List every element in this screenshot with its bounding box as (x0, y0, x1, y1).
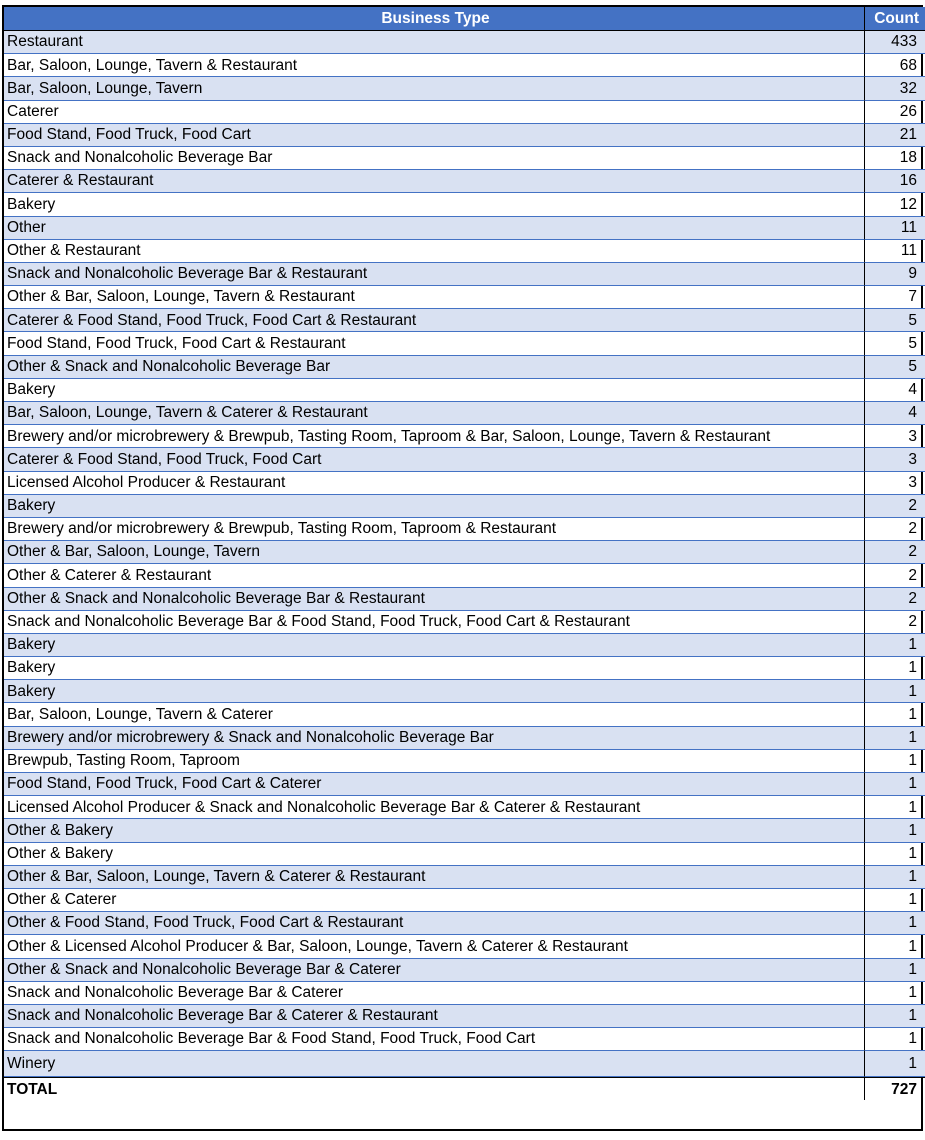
table-cell-count[interactable]: 1 (865, 680, 925, 704)
column-header-business-type[interactable]: Business Type (4, 7, 865, 31)
table-cell-count[interactable]: 1 (865, 865, 925, 889)
table-cell-count[interactable]: 1 (865, 726, 925, 750)
table-cell-count[interactable]: 11 (865, 240, 925, 263)
table-cell-count[interactable]: 1 (865, 935, 925, 959)
table-cell-count[interactable]: 1 (865, 796, 925, 820)
table-cell-count[interactable]: 16 (865, 170, 925, 194)
table-cell-business-type[interactable]: Bakery (4, 633, 865, 658)
table-cell-business-type[interactable]: Bar, Saloon, Lounge, Tavern & Caterer (4, 703, 865, 727)
table-cell-count[interactable]: 5 (865, 309, 925, 333)
table-cell-business-type[interactable]: Snack and Nonalcoholic Beverage Bar & Fo… (4, 610, 865, 634)
table-cell-business-type[interactable]: Licensed Alcohol Producer & Restaurant (4, 471, 865, 495)
table-cell-count[interactable]: 1 (865, 1028, 925, 1052)
table-cell-business-type[interactable]: Bar, Saloon, Lounge, Tavern & Restaurant (4, 54, 865, 78)
table-cell-business-type[interactable]: Other (4, 216, 865, 240)
table-cell-business-type[interactable]: Other & Restaurant (4, 239, 865, 263)
table-cell-count[interactable]: 7 (865, 286, 925, 310)
table-cell-count[interactable]: 1 (865, 912, 925, 936)
table-cell-count[interactable]: 4 (865, 402, 925, 426)
table-cell-count[interactable]: 1 (865, 657, 925, 681)
table-cell-count[interactable]: 26 (865, 101, 925, 124)
table-cell-count[interactable]: 433 (865, 31, 925, 55)
table-cell-count[interactable]: 3 (865, 472, 925, 495)
column-header-count[interactable]: Count (865, 7, 925, 31)
table-cell-business-type[interactable]: Restaurant (4, 31, 865, 55)
table-cell-count[interactable]: 1 (865, 773, 925, 797)
table-cell-business-type[interactable]: Other & Food Stand, Food Truck, Food Car… (4, 912, 865, 936)
table-cell-business-type[interactable]: Bakery (4, 680, 865, 704)
table-cell-business-type[interactable]: Brewery and/or microbrewery & Snack and … (4, 726, 865, 750)
table-cell-count[interactable]: 1 (865, 819, 925, 843)
table-cell-count[interactable]: 2 (865, 611, 925, 634)
table-cell-count[interactable]: 1 (865, 703, 925, 727)
table-cell-business-type[interactable]: Snack and Nonalcoholic Beverage Bar & Ca… (4, 1004, 865, 1029)
table-cell-count[interactable]: 2 (865, 541, 925, 565)
table-cell-count[interactable]: 1 (865, 1051, 925, 1078)
table-cell-count[interactable]: 9 (865, 262, 925, 287)
table-cell-count[interactable]: 5 (865, 355, 925, 379)
table-cell-business-type[interactable]: Caterer (4, 100, 865, 124)
table-cell-count[interactable]: 1 (865, 1004, 925, 1029)
table-cell-business-type[interactable]: Snack and Nonalcoholic Beverage Bar & Ca… (4, 981, 865, 1005)
table-cell-business-type[interactable]: Bakery (4, 378, 865, 402)
table-cell-business-type[interactable]: Snack and Nonalcoholic Beverage Bar & Re… (4, 262, 865, 287)
table-cell-business-type[interactable]: Other & Bar, Saloon, Lounge, Tavern (4, 541, 865, 565)
table-cell-business-type[interactable]: Food Stand, Food Truck, Food Cart & Cate… (4, 773, 865, 797)
table-cell-business-type[interactable]: Food Stand, Food Truck, Food Cart & Rest… (4, 332, 865, 356)
table-cell-business-type[interactable]: Caterer & Restaurant (4, 170, 865, 194)
business-type-table: Business Type Count Restaurant 433 Bar, Sa… (2, 5, 925, 1131)
table-cell-business-type[interactable]: Other & Bar, Saloon, Lounge, Tavern & Ca… (4, 865, 865, 889)
table-cell-count[interactable]: 2 (865, 518, 925, 542)
table-cell-count[interactable]: 3 (865, 448, 925, 472)
table-cell-business-type[interactable]: Bar, Saloon, Lounge, Tavern (4, 77, 865, 101)
table-cell-count[interactable]: 3 (865, 425, 925, 449)
table-cell-business-type[interactable]: Caterer & Food Stand, Food Truck, Food C… (4, 309, 865, 333)
table-cell-business-type[interactable]: Bakery (4, 657, 865, 681)
table-cell-business-type[interactable]: Other & Caterer (4, 888, 865, 913)
table-cell-business-type[interactable]: Brewery and/or microbrewery & Brewpub, T… (4, 517, 865, 542)
table-cell-business-type[interactable]: Bakery (4, 193, 865, 217)
table-cell-business-type[interactable]: Winery (4, 1051, 865, 1078)
table-cell-business-type[interactable]: Other & Bar, Saloon, Lounge, Tavern & Re… (4, 286, 865, 310)
total-label: TOTAL (4, 1077, 865, 1101)
table-cell-business-type[interactable]: Caterer & Food Stand, Food Truck, Food C… (4, 448, 865, 472)
table-cell-business-type[interactable]: Food Stand, Food Truck, Food Cart (4, 123, 865, 147)
table-cell-business-type[interactable]: Snack and Nonalcoholic Beverage Bar (4, 146, 865, 171)
table-cell-business-type[interactable]: Other & Snack and Nonalcoholic Beverage … (4, 355, 865, 379)
table-cell-business-type[interactable]: Other & Snack and Nonalcoholic Beverage … (4, 958, 865, 982)
table-cell-count[interactable]: 1 (865, 633, 925, 658)
table-cell-count[interactable]: 12 (865, 193, 925, 217)
table-cell-count[interactable]: 5 (865, 332, 925, 356)
table-cell-business-type[interactable]: Other & Bakery (4, 819, 865, 843)
table-cell-count[interactable]: 1 (865, 889, 925, 913)
table-cell-count[interactable]: 2 (865, 587, 925, 611)
table-cell-count[interactable]: 1 (865, 843, 925, 866)
table-cell-business-type[interactable]: Other & Snack and Nonalcoholic Beverage … (4, 587, 865, 611)
table-cell-count[interactable]: 21 (865, 123, 925, 147)
table-cell-business-type[interactable]: Other & Caterer & Restaurant (4, 564, 865, 588)
table-cell-business-type[interactable]: Brewery and/or microbrewery & Brewpub, T… (4, 425, 865, 449)
total-count: 727 (865, 1077, 925, 1100)
table-cell-count[interactable]: 68 (865, 54, 925, 78)
table-cell-business-type[interactable]: Bar, Saloon, Lounge, Tavern & Caterer & … (4, 402, 865, 426)
table-cell-count[interactable]: 32 (865, 77, 925, 101)
table-cell-count[interactable]: 11 (865, 216, 925, 240)
table-cell-count[interactable]: 2 (865, 494, 925, 518)
table-cell-count[interactable]: 1 (865, 982, 925, 1005)
table-cell-business-type[interactable]: Other & Bakery (4, 842, 865, 866)
table-cell-count[interactable]: 1 (865, 750, 925, 773)
table-cell-business-type[interactable]: Licensed Alcohol Producer & Snack and No… (4, 796, 865, 820)
table-cell-business-type[interactable]: Bakery (4, 494, 865, 518)
table-cell-business-type[interactable]: Other & Licensed Alcohol Producer & Bar,… (4, 935, 865, 959)
table-cell-count[interactable]: 1 (865, 958, 925, 982)
table-cell-count[interactable]: 18 (865, 147, 925, 171)
table-cell-business-type[interactable]: Brewpub, Tasting Room, Taproom (4, 749, 865, 773)
table-cell-business-type[interactable]: Snack and Nonalcoholic Beverage Bar & Fo… (4, 1028, 865, 1052)
table-cell-count[interactable]: 4 (865, 379, 925, 402)
table-cell-count[interactable]: 2 (865, 564, 925, 588)
